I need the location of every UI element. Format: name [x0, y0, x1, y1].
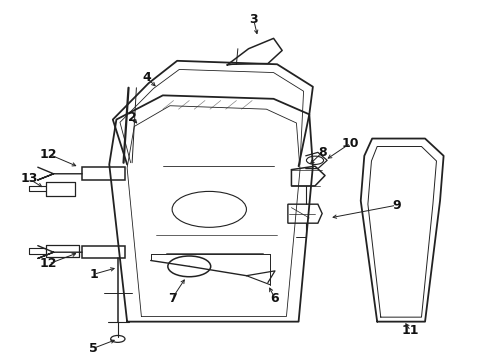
Text: 2: 2: [128, 111, 137, 124]
Text: 12: 12: [40, 257, 57, 270]
Text: 11: 11: [402, 324, 419, 337]
Text: 7: 7: [168, 292, 176, 305]
Text: 10: 10: [342, 136, 360, 149]
Text: 5: 5: [89, 342, 98, 355]
Text: 4: 4: [142, 71, 151, 84]
Text: 1: 1: [89, 268, 98, 281]
Text: 6: 6: [270, 292, 279, 305]
Text: 3: 3: [249, 13, 258, 26]
Text: 13: 13: [21, 172, 38, 185]
Text: 8: 8: [318, 146, 326, 159]
Text: 12: 12: [40, 148, 57, 161]
Text: 9: 9: [392, 199, 401, 212]
